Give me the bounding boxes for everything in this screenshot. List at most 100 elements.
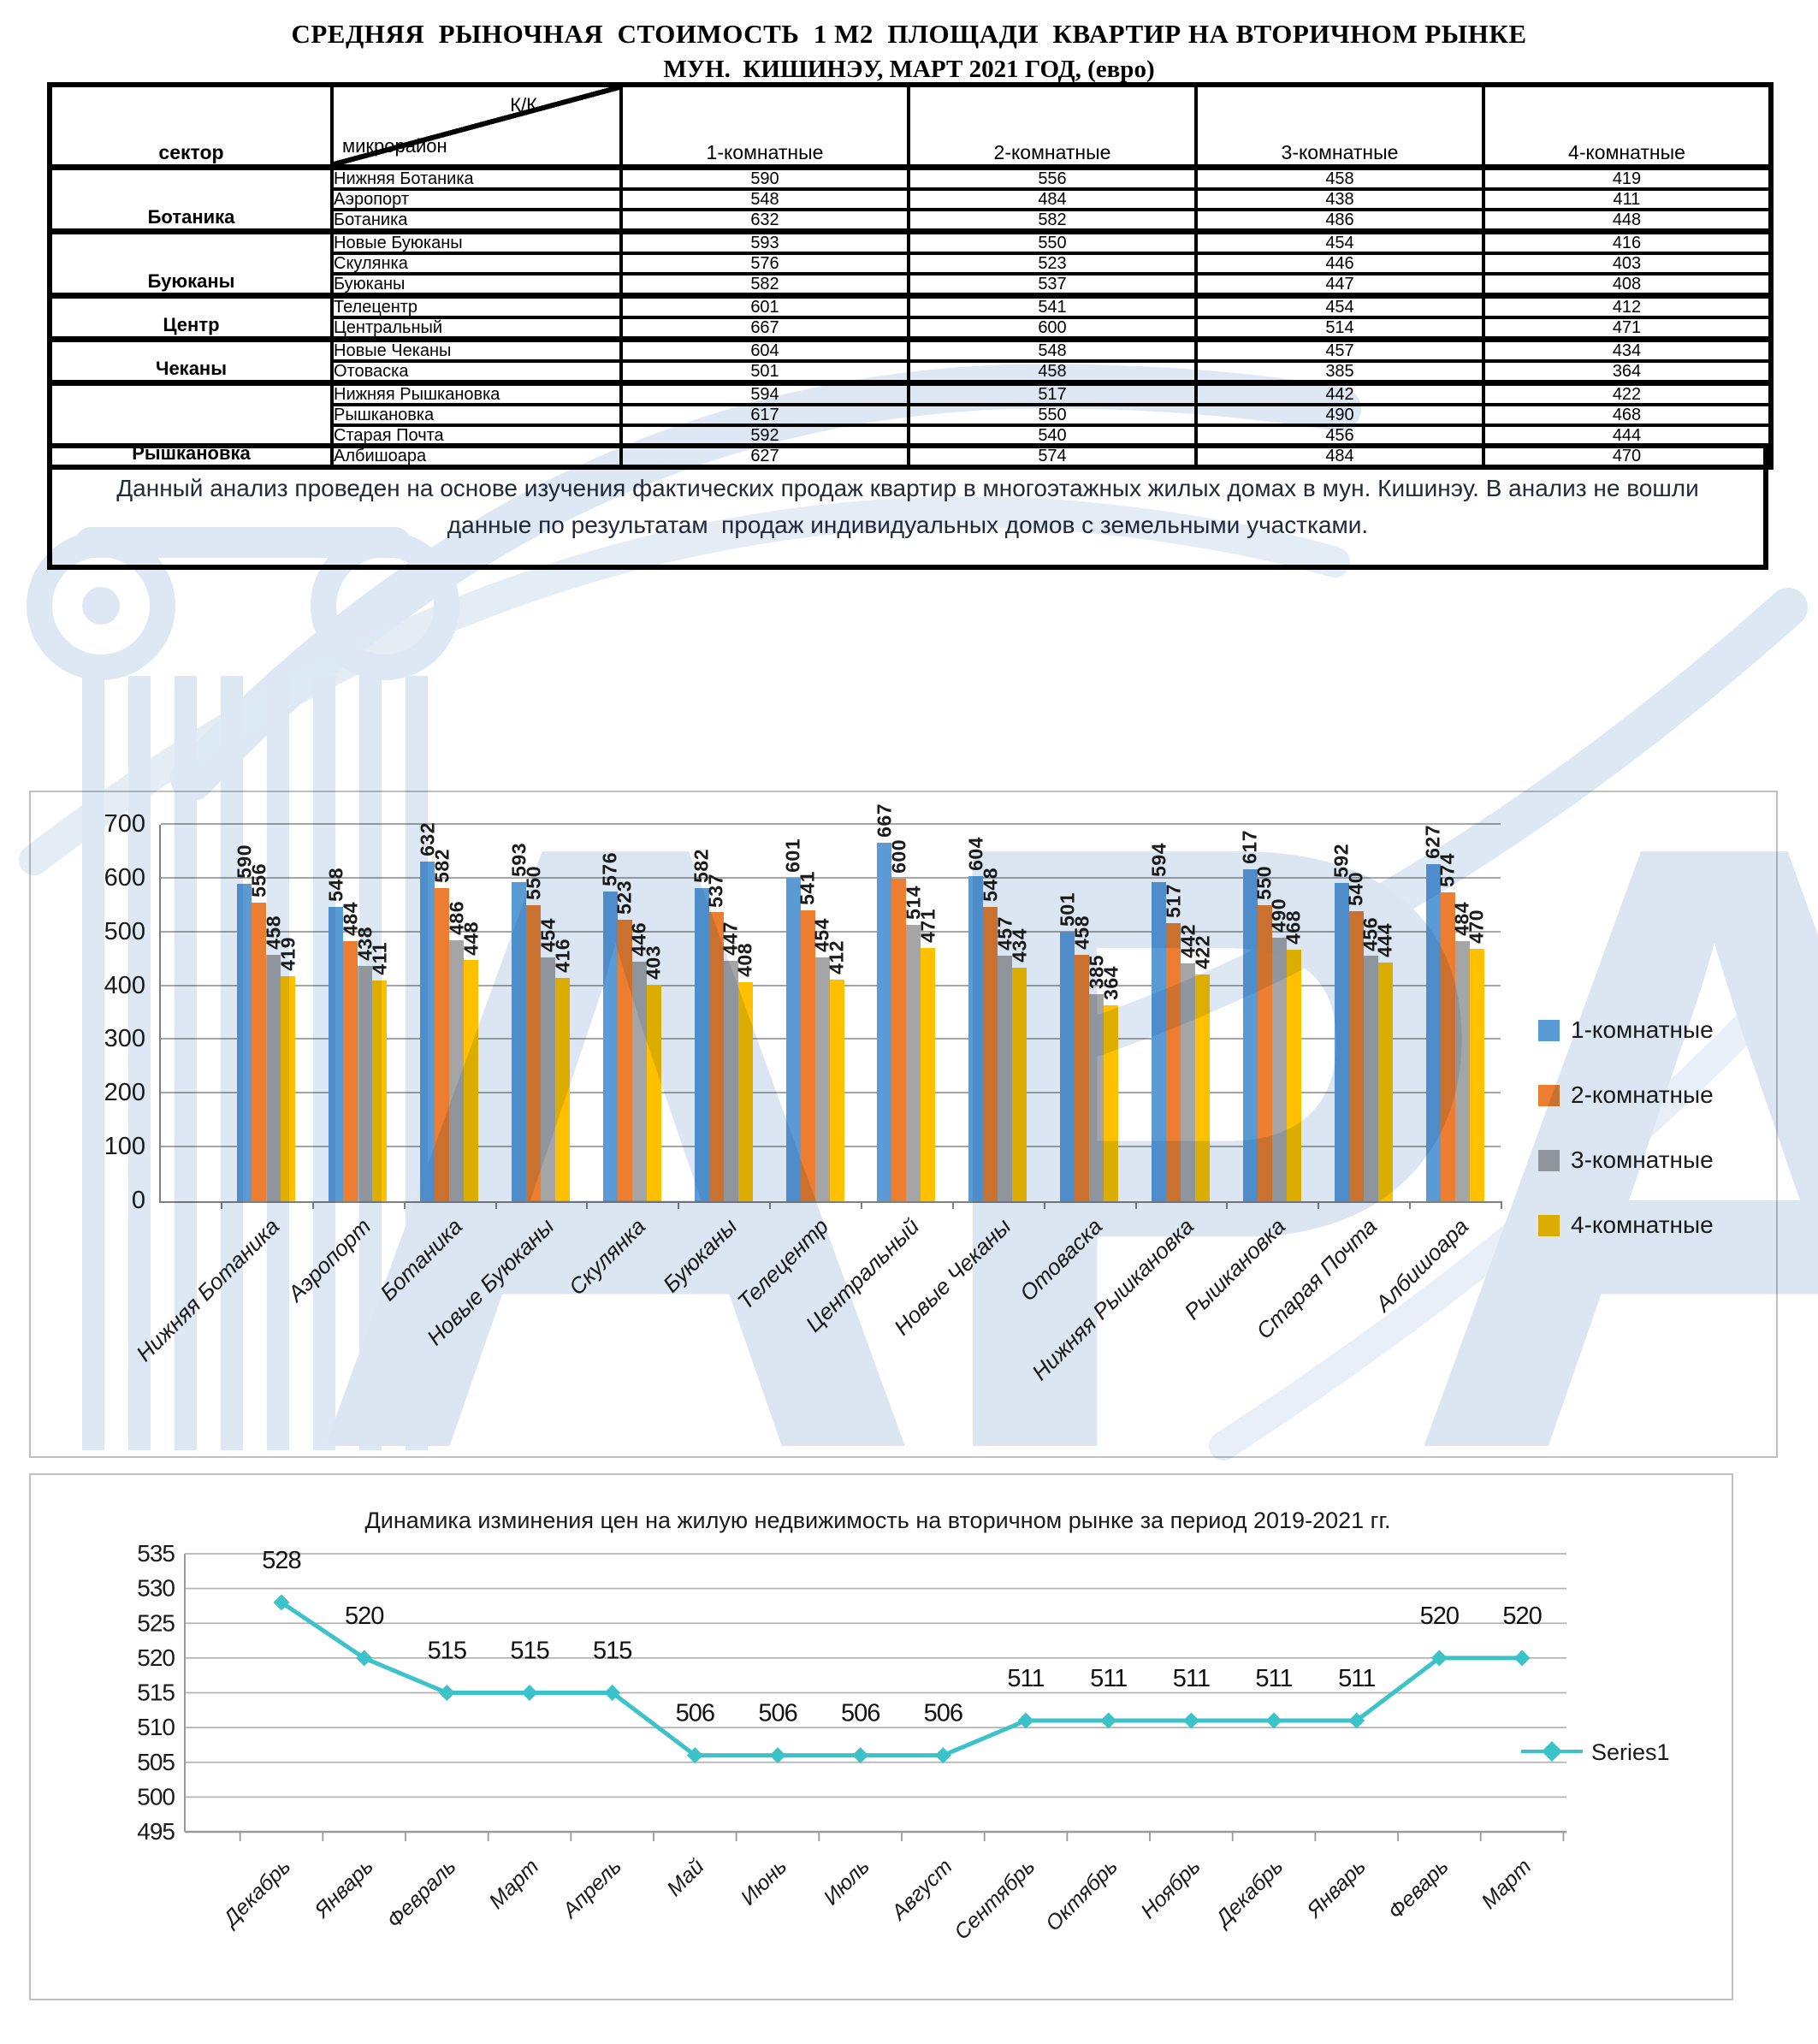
data-point-label: 506 (676, 1700, 714, 1727)
value-cell: 457 (1194, 335, 1485, 363)
column-header: 1-комнатные (619, 83, 910, 169)
bar: 556 (247, 863, 269, 1201)
y-axis-label: 400 (104, 971, 145, 999)
line-chart-title: Динамика изминения цен на жилую недвижим… (364, 1508, 1390, 1533)
column-header: 2-комнатные (907, 83, 1198, 169)
bar: 604 (964, 837, 986, 1201)
y-axis-label: 515 (137, 1680, 175, 1706)
price-table: сектор К/К микрорайон 1-комнатные 2-комна… (47, 82, 1774, 470)
month-label: Июль (819, 1854, 874, 1910)
value-cell: 604 (619, 335, 910, 363)
data-point-marker (356, 1650, 373, 1667)
bar-value-label: 422 (1191, 934, 1214, 969)
value-cell: 632 (619, 207, 910, 233)
bar: 468 (1282, 910, 1305, 1201)
legend-item: 1-комнатные (1538, 1016, 1714, 1044)
bar: 470 (1466, 909, 1488, 1201)
table-row: Рышкановка Нижняя Рышкановка 594 517 442 422 (48, 379, 1773, 469)
line-chart-svg: Динамика изминения цен на жилую недвижим… (137, 1508, 1670, 1945)
district-cell: Отоваска (330, 358, 623, 384)
legend-swatch (1538, 1084, 1560, 1106)
value-cell: 582 (619, 271, 910, 297)
bar: 601 (782, 838, 804, 1201)
value-cell: 454 (1194, 228, 1485, 255)
table-row: Буюканы 582 537 447 408 (50, 271, 1773, 297)
legend-swatch (1538, 1019, 1560, 1041)
table-row: Центральный 667 600 514 471 (50, 315, 1773, 341)
bar-value-label: 408 (733, 942, 756, 977)
bar: 593 (507, 843, 530, 1201)
axis-tick (951, 1201, 954, 1209)
bar: 632 (416, 822, 438, 1201)
table-row: Центр Телецентр 601 541 454 412 (48, 292, 1773, 341)
value-cell: 448 (1482, 207, 1773, 233)
bar-group: 592 540 456 444 Старая Почта (1251, 825, 1409, 1344)
value-cell: 412 (1482, 292, 1773, 319)
bar: 411 (368, 942, 390, 1201)
value-cell: 592 (619, 423, 910, 447)
month-label: Январь (1301, 1854, 1371, 1923)
district-cell: Ботаника (330, 207, 623, 233)
value-cell: 514 (1194, 315, 1485, 341)
value-cell: 537 (907, 271, 1198, 297)
value-cell: 541 (907, 292, 1198, 319)
bar: 627 (1422, 825, 1444, 1201)
table-row: Чеканы Новые Чеканы 604 548 457 434 (48, 335, 1773, 384)
bar-value-label: 471 (916, 909, 939, 943)
bar: 364 (1099, 966, 1122, 1201)
month-label: Май (662, 1854, 708, 1900)
bar: 419 (276, 937, 299, 1201)
legend-label: 3-комнатные (1571, 1146, 1714, 1173)
value-cell: 403 (1482, 251, 1773, 275)
value-cell: 556 (907, 163, 1198, 191)
bar: 501 (1056, 892, 1078, 1201)
data-point-marker (604, 1685, 621, 1701)
table-row: Буюканы Новые Буюканы 593 550 454 416 (48, 228, 1773, 297)
bar-value-label: 403 (642, 945, 665, 980)
bar: 471 (916, 909, 939, 1201)
table-row: Аэропорт 548 484 438 411 (50, 187, 1773, 211)
bar: 385 (1085, 955, 1107, 1201)
bar-group: 594 517 442 422 Нижняя Рышкановка (1027, 825, 1227, 1385)
value-cell: 501 (619, 358, 910, 384)
y-axis-label: 0 (131, 1187, 145, 1214)
y-axis-label: 200 (104, 1079, 145, 1107)
bar-value-label: 517 (1162, 884, 1185, 919)
bar-value-label: 470 (1465, 909, 1488, 944)
bar-chart-legend: 1-комнатные 2-комнатные 3-комнатные 4-комна… (1538, 1016, 1714, 1277)
data-point-label: 511 (1255, 1665, 1292, 1692)
value-cell: 490 (1194, 402, 1485, 427)
page-title: СРЕДНЯЯ РЫНОЧНАЯ СТОИМОСТЬ 1 М2 ПЛОЩАДИ … (0, 19, 1818, 84)
value-cell: 422 (1482, 379, 1773, 406)
bar-value-label: 416 (551, 938, 573, 973)
bar: 403 (643, 945, 665, 1201)
legend-label: 1-комнатные (1571, 1016, 1714, 1043)
table-header-row: сектор К/К микрорайон 1-комнатные 2-комна… (48, 83, 1773, 169)
value-cell: 444 (1482, 423, 1773, 447)
bar-value-label: 548 (324, 867, 347, 902)
month-label: Январь (309, 1854, 378, 1923)
value-cell: 667 (619, 315, 910, 341)
axis-tick (1226, 1201, 1229, 1209)
y-axis-label: 100 (104, 1133, 145, 1161)
line-chart-legend: Series1 (1521, 1739, 1670, 1765)
y-axis-label: 530 (137, 1575, 175, 1602)
sector-cell: Чеканы (48, 335, 334, 384)
district-cell: Аэропорт (330, 187, 623, 211)
value-cell: 458 (1194, 163, 1485, 191)
bar-group: 582 537 447 408 Буюканы (658, 825, 769, 1297)
month-label: Феварь (1383, 1854, 1453, 1923)
value-cell: 617 (619, 402, 910, 427)
data-point-label: 515 (510, 1638, 548, 1665)
value-cell: 523 (907, 251, 1198, 275)
bar-group: 593 550 454 416 Новые Буюканы (422, 825, 587, 1350)
bar-group: 632 582 486 448 Ботаника (375, 822, 495, 1306)
bar-group: 576 523 446 403 Скулянка (564, 825, 678, 1300)
bar: 486 (445, 901, 467, 1201)
bar: 438 (353, 927, 376, 1201)
bar: 548 (979, 868, 1001, 1201)
bar-value-label: 458 (1070, 915, 1093, 951)
data-point-marker (1513, 1650, 1531, 1667)
table-row: Скулянка 576 523 446 403 (50, 251, 1773, 275)
bar: 416 (551, 939, 573, 1201)
